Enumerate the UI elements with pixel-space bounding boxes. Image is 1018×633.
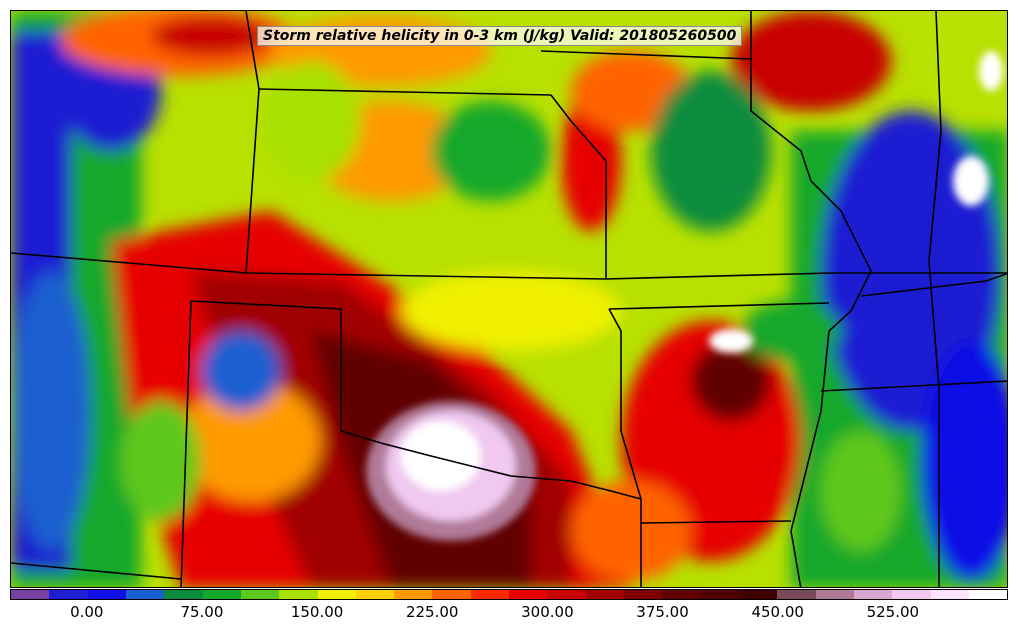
colorbar-segment [394,590,433,599]
colorbar-segment [317,590,356,599]
colorbar-segment [892,590,931,599]
colorbar-segment [202,590,241,599]
colorbar-tick-label: 225.00 [405,603,459,621]
colorbar-segment [87,590,126,599]
colorbar-segment [662,590,701,599]
colorbar-segment [240,590,280,599]
colorbar-tick-label: 300.00 [521,603,574,621]
colorbar-segment [777,590,816,599]
colorbar-segment [930,590,969,599]
colorbar-segment [968,590,1008,599]
colorbar-tick-label: 375.00 [636,603,689,621]
colorbar-segment [815,590,854,599]
colorbar-tick-label: 75.00 [180,603,224,621]
colorbar-segment [547,590,586,599]
colorbar-tick-labels: 0.00 75.00 150.00 225.00 300.00 375.00 450.00 5… [10,603,1008,625]
colorbar-segment [700,590,739,599]
colorbar-segment [355,590,395,599]
colorbar-segment [738,590,778,599]
map-title: Storm relative helicity in 0-3 km (J/kg)… [257,26,743,46]
helicity-map: Storm relative helicity in 0-3 km (J/kg)… [10,10,1008,588]
colorbar-tick-label: 525.00 [866,603,920,621]
colorbar-segment [853,590,893,599]
colorbar-tick-label: 450.00 [751,603,804,621]
colorbar-segment [11,590,50,599]
colorbar-segment [585,590,624,599]
colorbar-segment [624,590,663,599]
colorbar-segment [470,590,510,599]
colorbar-segment [432,590,471,599]
colorbar-segment [279,590,318,599]
colorbar-segment [164,590,203,599]
colorbar-segment [49,590,88,599]
colorbar-tick-label: 0.00 [70,603,104,621]
colorbar-tick-label: 150.00 [290,603,344,621]
colorbar-segment [509,590,548,599]
colorbar [10,589,1008,600]
colorbar-segment [125,590,165,599]
helicity-field [11,11,1007,587]
